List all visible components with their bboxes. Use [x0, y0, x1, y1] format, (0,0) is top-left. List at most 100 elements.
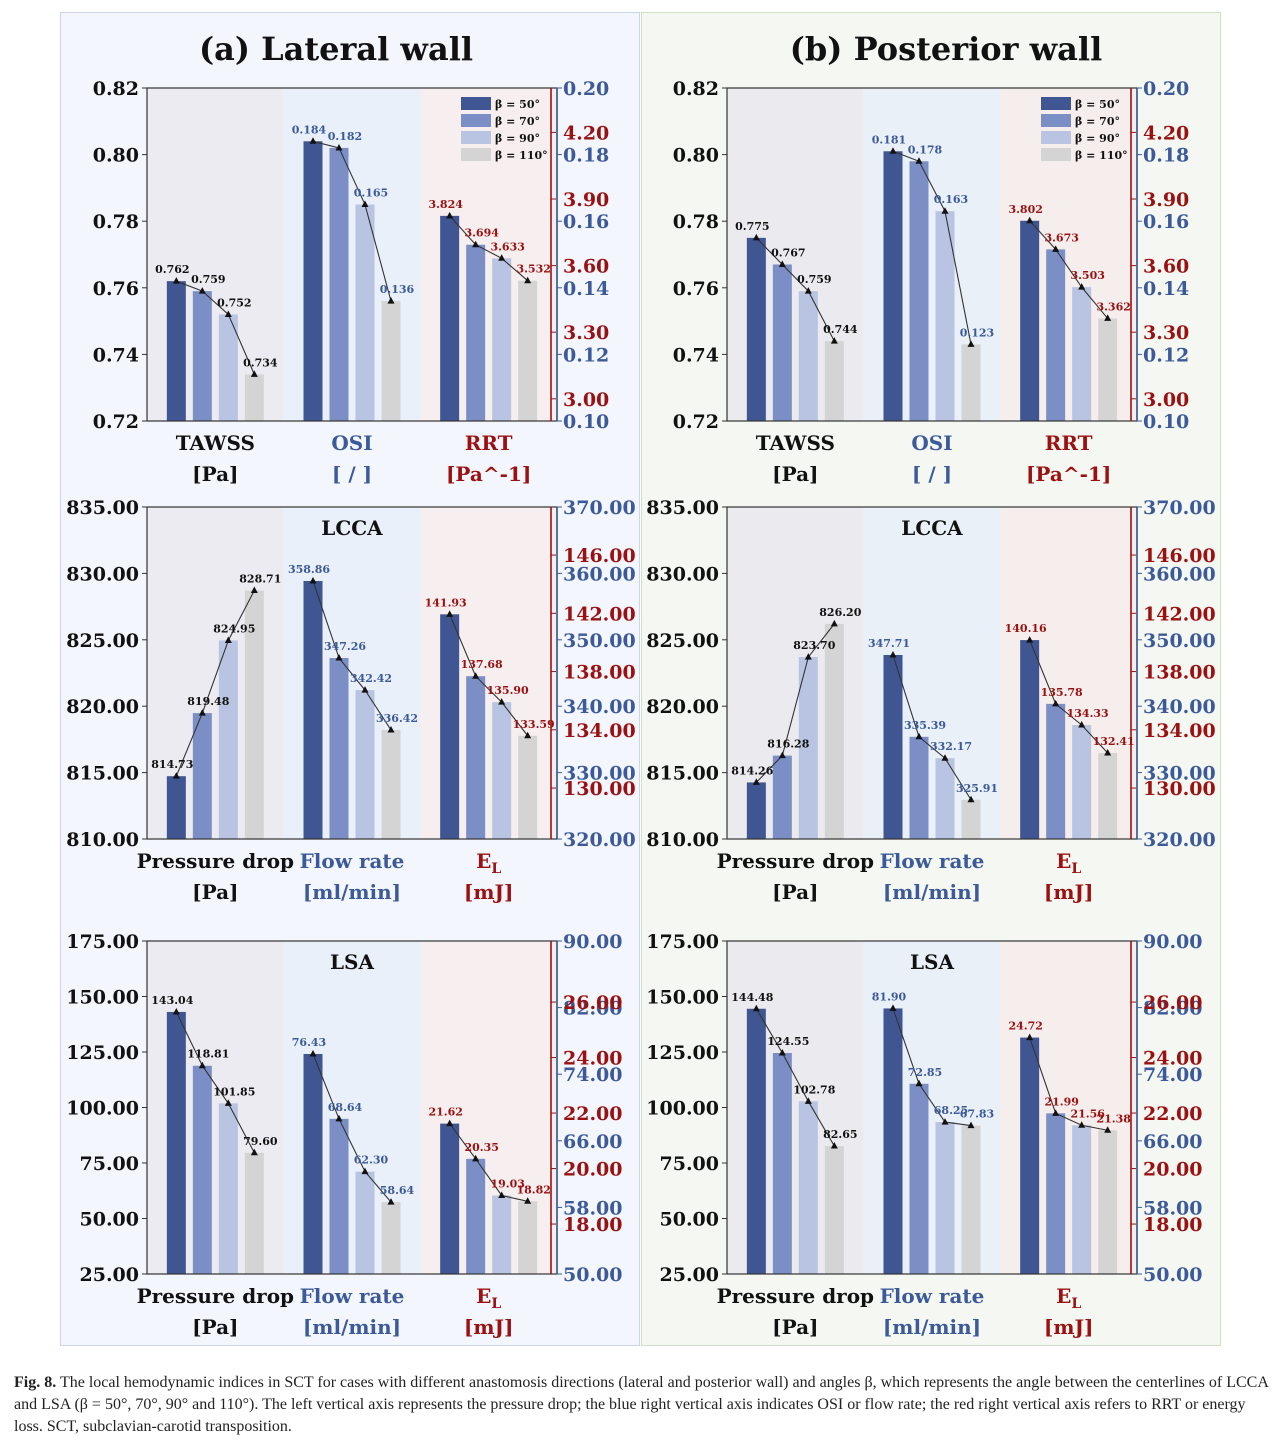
red-axis-tick-label: 3.90	[563, 189, 609, 211]
bar	[244, 1152, 264, 1274]
bar	[798, 657, 818, 839]
category-label-subscript: L	[491, 1296, 501, 1312]
bar	[1020, 1037, 1040, 1274]
category-label: OSI	[911, 431, 952, 455]
data-label: 135.90	[487, 684, 529, 697]
data-label: 0.759	[191, 273, 225, 286]
trend-marker	[1078, 720, 1086, 728]
data-label: 332.17	[930, 740, 972, 753]
trend-marker	[198, 287, 206, 294]
blue-axis-tick-label: 320.00	[1143, 829, 1216, 851]
bar	[166, 1011, 186, 1274]
charts-layer: 0.7620.7590.7520.734TAWSS[Pa]0.1840.1820…	[66, 78, 1215, 1339]
bar	[798, 1101, 818, 1274]
category-label: EL	[1056, 849, 1081, 877]
data-label: 0.762	[155, 263, 189, 276]
left-axis-tick-label: 0.78	[673, 211, 719, 233]
bar	[440, 1123, 460, 1274]
category-label: OSI	[331, 431, 372, 455]
trend-marker	[172, 1007, 180, 1015]
bar	[961, 344, 981, 421]
data-label: 3.633	[490, 240, 524, 253]
data-label: 134.33	[1067, 707, 1109, 720]
left-axis-tick-label: 0.76	[93, 278, 139, 300]
data-label: 828.71	[239, 573, 281, 586]
left-axis-tick-label: 50.00	[80, 1209, 140, 1231]
left-axis-tick-label: 810.00	[66, 829, 139, 851]
trend-line	[175, 1011, 255, 1154]
trend-line	[755, 623, 835, 783]
category-unit: [mJ]	[464, 1315, 514, 1339]
trend-marker	[804, 287, 812, 294]
category-unit: [ / ]	[912, 462, 952, 486]
bar	[440, 614, 460, 839]
blue-axis-tick-label: 370.00	[563, 497, 636, 519]
bar	[244, 374, 264, 421]
blue-axis-tick-label: 82.00	[1143, 998, 1203, 1020]
category-label: EL	[476, 1284, 501, 1312]
data-label: 336.42	[376, 712, 418, 725]
trend-marker	[941, 1118, 949, 1125]
bar	[492, 1195, 512, 1274]
trend-marker	[778, 751, 786, 759]
category-label: Pressure drop	[137, 1284, 294, 1308]
trend-marker	[224, 310, 232, 317]
data-label: 814.26	[731, 764, 773, 777]
red-axis-tick-label: 22.00	[1143, 1103, 1203, 1125]
data-label: 21.62	[428, 1106, 462, 1119]
blue-axis-tick-label: 74.00	[1143, 1064, 1203, 1086]
trend-line	[449, 1123, 528, 1202]
category-unit: [Pa^-1]	[1026, 462, 1111, 486]
left-axis-tick-label: 0.74	[673, 344, 719, 366]
legend-swatch	[461, 131, 491, 144]
bar	[909, 736, 929, 839]
data-label: 0.775	[735, 220, 769, 233]
category-unit: [Pa]	[772, 880, 818, 904]
category-unit: [mJ]	[1044, 1315, 1094, 1339]
trend-marker	[498, 254, 506, 261]
left-axis-tick-label: 100.00	[66, 1098, 139, 1120]
trend-marker	[1052, 245, 1060, 252]
data-label: 325.91	[956, 782, 998, 795]
category-unit: [mJ]	[464, 880, 514, 904]
blue-axis-tick-label: 66.00	[1143, 1131, 1203, 1153]
trend-marker	[941, 207, 949, 214]
bar	[381, 729, 401, 839]
data-label: 823.70	[793, 639, 835, 652]
blue-axis-tick-label: 74.00	[563, 1064, 623, 1086]
trend-marker	[198, 709, 206, 716]
left-axis-tick-label: 100.00	[646, 1098, 719, 1120]
bar	[440, 215, 460, 421]
bar	[466, 244, 486, 421]
category-label: RRT	[1045, 431, 1093, 455]
red-axis-tick-label: 4.20	[563, 122, 609, 144]
data-label: 0.744	[823, 323, 858, 336]
trend-marker	[1026, 1033, 1034, 1041]
left-axis-tick-label: 75.00	[660, 1153, 720, 1175]
legend-label: β = 50°	[495, 98, 540, 111]
trend-marker	[1104, 314, 1112, 321]
trend-marker	[224, 636, 232, 643]
left-axis-tick-label: 150.00	[646, 987, 719, 1009]
trend-line	[175, 590, 255, 777]
blue-axis-tick-label: 58.00	[563, 1197, 623, 1219]
bar	[1098, 752, 1118, 839]
data-label: 3.503	[1070, 269, 1104, 282]
trend-marker	[915, 732, 923, 740]
trend-marker	[889, 651, 897, 658]
category-label: TAWSS	[176, 431, 255, 455]
category-label: Flow rate	[300, 849, 405, 873]
data-label: 819.48	[187, 695, 229, 708]
left-axis-tick-label: 835.00	[66, 497, 139, 519]
red-axis-tick-label: 138.00	[1143, 662, 1216, 684]
data-label: 19.03	[490, 1177, 524, 1190]
left-axis-tick-label: 835.00	[646, 497, 719, 519]
data-label: 814.73	[151, 758, 193, 771]
bar	[883, 1008, 903, 1274]
bar	[1046, 249, 1066, 421]
bar	[329, 147, 349, 421]
blue-axis-tick-label: 360.00	[1143, 563, 1216, 585]
trend-marker	[309, 1049, 317, 1057]
left-axis-tick-label: 125.00	[66, 1042, 139, 1064]
data-label: 0.123	[960, 326, 994, 339]
